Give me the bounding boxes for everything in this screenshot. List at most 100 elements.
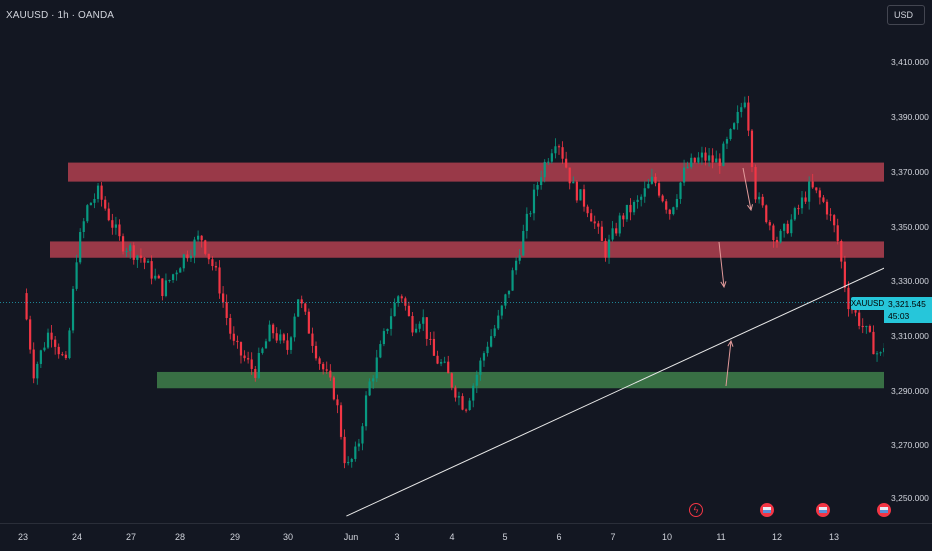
candle-body [450,373,453,388]
candle-body [747,102,750,131]
price-chart[interactable] [0,0,884,523]
candle-body [543,161,546,178]
candle-body [125,251,128,253]
candle-body [590,213,593,222]
candle-body [432,338,436,356]
candle-body [289,337,293,350]
candle-body [329,370,332,378]
candle-body [875,353,879,355]
symbol-price-tag: XAUUSD [850,297,885,310]
time-axis[interactable] [0,523,932,551]
last-price-tag: 3,321.545 45:03 [884,297,932,323]
candle-body [132,245,135,260]
candle-body [464,409,468,411]
time-axis-label: 3 [394,532,400,542]
resistance-zone[interactable] [50,241,884,258]
support-zone[interactable] [157,371,884,389]
candle-body [336,399,339,406]
candle-body [554,146,557,154]
candle-body [75,262,78,289]
candle-body [647,183,650,189]
candle-body [561,147,564,159]
candle-body [479,360,482,375]
candle-body [236,340,239,343]
candle-body [29,319,32,350]
candle-body [629,204,632,213]
candle-body [175,272,178,275]
symbol-title[interactable]: XAUUSD · 1h · OANDA [6,10,115,21]
candle-body [411,316,414,333]
candle-body [218,267,221,294]
candle-body [750,130,754,168]
candle-body [71,288,75,331]
price-axis-label: 3,390.000 [891,112,929,122]
flag-icon[interactable] [760,503,774,517]
candle-body [815,187,818,191]
lightning-icon[interactable]: ϟ [689,503,703,517]
candle-body [468,400,471,410]
candle-body [507,290,511,295]
candle-body [382,331,386,345]
candle-body [229,317,232,334]
candle-body [454,387,457,398]
candle-body [497,315,500,329]
resistance-zone[interactable] [68,162,884,182]
candle-body [50,332,53,340]
candle-body [504,294,507,306]
projection-arrow[interactable] [725,340,732,387]
candle-body [758,196,761,200]
candle-body [357,443,360,447]
bar-countdown: 45:03 [888,311,910,321]
candle-body [565,158,568,168]
candle-body [704,152,707,161]
candle-body [668,209,671,215]
projection-arrow[interactable] [742,167,752,211]
candle-body [632,201,636,213]
candle-body [429,338,432,340]
candle-body [311,333,314,346]
candle-body [840,240,843,262]
candle-body [790,219,793,234]
candle-body [146,261,150,263]
candle-body [436,355,439,364]
candle-body [797,208,800,210]
candle-body [36,363,39,379]
candle-body [186,254,189,259]
time-axis-label: 30 [282,532,294,542]
candle-body [718,158,721,166]
currency-button[interactable]: USD [887,5,925,25]
time-axis-label: 24 [71,532,83,542]
candle-body [243,355,246,359]
arrow-head [727,339,734,347]
candle-body [200,235,203,241]
candle-body [661,195,664,202]
flag-icon[interactable] [877,503,891,517]
candle-body [43,347,46,351]
candle-body [858,312,861,326]
candle-body [550,153,553,162]
chart-pane[interactable] [0,0,884,523]
candle-body [107,208,110,221]
flag-icon[interactable] [816,503,830,517]
candle-body [368,381,371,396]
candle-body [461,396,464,410]
candle-body [697,157,700,163]
candle-body [100,185,103,200]
candle-body [811,181,814,188]
candle-body [557,146,561,148]
candle-body [597,223,600,227]
price-axis[interactable] [884,0,932,523]
candle-body [422,317,425,324]
candle-body [239,342,243,356]
candle-body [733,123,736,130]
candle-body [865,325,868,328]
candle-body [154,275,157,279]
candle-body [822,197,825,202]
candle-body [372,378,375,382]
trendline[interactable] [346,111,884,517]
time-axis-label: 23 [17,532,29,542]
candle-body [279,334,282,341]
projection-arrow[interactable] [718,241,725,288]
time-axis-label: 5 [502,532,508,542]
candle-body [636,199,639,202]
